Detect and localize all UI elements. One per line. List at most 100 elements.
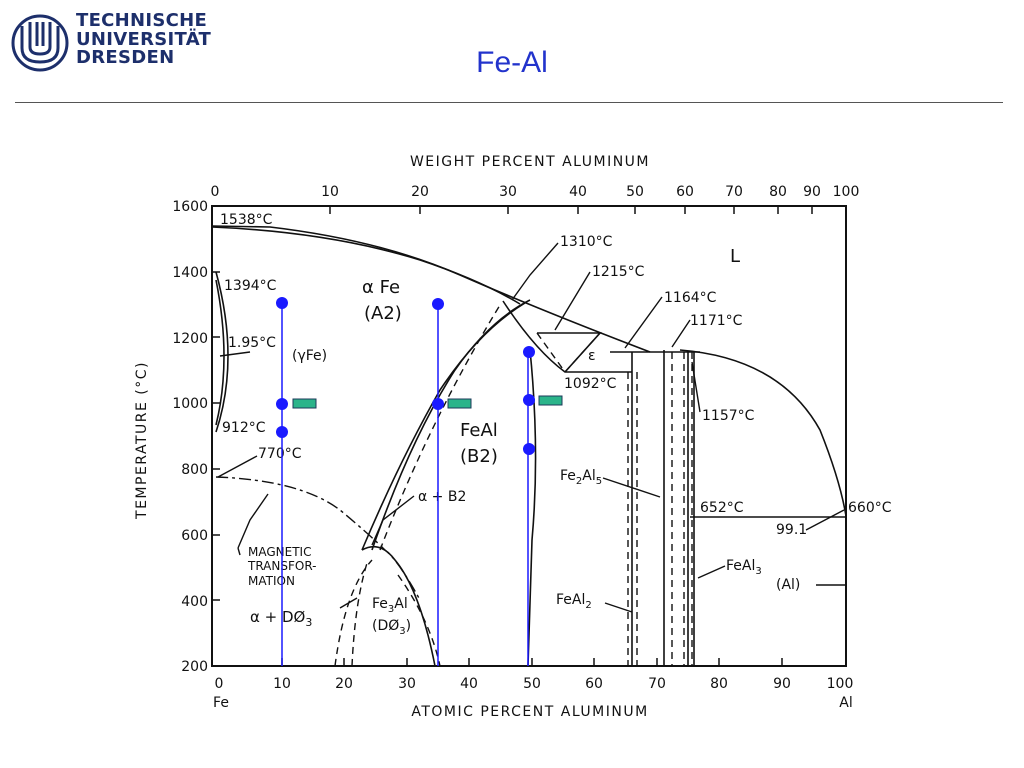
label-1164: 1164°C [664, 290, 717, 306]
leader-1164 [624, 296, 663, 349]
label-feal3: FeAl3 [726, 558, 762, 577]
top-tick-60: 60 [676, 184, 694, 200]
logo-line-3: DRESDEN [76, 47, 175, 68]
y-tick-1400: 1400 [172, 265, 208, 281]
label-652: 652°C [700, 500, 744, 516]
logo-line-2: UNIVERSITÄT [76, 28, 212, 50]
leader-1171 [671, 319, 691, 348]
al-end-label: Al [839, 695, 852, 711]
top-tick-0: 0 [211, 184, 220, 200]
bottom-axis-title: ATOMIC PERCENT ALUMINUM [411, 704, 648, 720]
diagram-labels: 1538°C 1394°C 1.95°C (γFe) 912°C 770°C 1… [220, 212, 892, 637]
dashed-alpha-b2-transition [379, 304, 501, 551]
top-tick-40: 40 [569, 184, 587, 200]
leader-1215 [554, 271, 591, 331]
b2-boundary-upper [502, 300, 600, 373]
y-tick-800: 800 [181, 462, 208, 478]
x-tick-30: 30 [398, 676, 416, 692]
label-feal2: FeAl2 [556, 592, 592, 611]
label-991: 99.1 [776, 522, 807, 538]
y-tick-600: 600 [181, 528, 208, 544]
leader-feal3 [697, 565, 726, 579]
tu-dresden-logo [10, 12, 230, 80]
marker-rect [292, 398, 317, 409]
top-tick-70: 70 [725, 184, 743, 200]
alpha-b2-boundary [361, 302, 526, 551]
liquidus-al-side [679, 349, 847, 517]
label-magnetic-1: MAGNETIC [248, 545, 311, 559]
leader-991 [805, 509, 845, 531]
marker-rect [447, 398, 472, 409]
label-alpha-fe: α Fe [362, 277, 400, 298]
dashed-epsilon [564, 332, 601, 373]
sample-point [432, 398, 444, 410]
top-tick-marks [329, 206, 813, 214]
title-divider [15, 102, 1003, 103]
label-1538: 1538°C [220, 212, 273, 228]
label-epsilon: ε [588, 348, 596, 364]
label-fe2al5: Fe2Al5 [560, 468, 602, 487]
marker-rect [538, 395, 563, 406]
label-d03: (DØ3) [372, 618, 411, 637]
leader-1157 [691, 361, 701, 413]
y-tick-marks [212, 271, 220, 601]
sample-point [276, 297, 288, 309]
y-tick-400: 400 [181, 594, 208, 610]
x-tick-60: 60 [585, 676, 603, 692]
plot-frame [211, 205, 847, 667]
solidus-curve [211, 226, 521, 305]
x-tick-0: 0 [215, 676, 224, 692]
leader-770 [217, 455, 258, 478]
sample-point [523, 346, 535, 358]
label-1215: 1215°C [592, 264, 645, 280]
label-770: 770°C [258, 446, 302, 462]
label-660: 660°C [848, 500, 892, 516]
x-tick-20: 20 [335, 676, 353, 692]
label-magnetic-3: MATION [248, 574, 295, 588]
label-195: 1.95°C [228, 335, 276, 351]
label-1394: 1394°C [224, 278, 277, 294]
y-tick-1200: 1200 [172, 331, 208, 347]
sample-point [523, 443, 535, 455]
top-tick-80: 80 [769, 184, 787, 200]
leader-gamma [219, 351, 251, 357]
leader-alpha-b2 [371, 495, 415, 546]
sample-point [523, 394, 535, 406]
top-tick-labels: 0 10 20 30 40 50 60 70 80 90 100 [211, 184, 860, 200]
label-alpha-d03: α + DØ3 [250, 608, 312, 629]
x-tick-40: 40 [460, 676, 478, 692]
x-tick-100: 100 [827, 676, 854, 692]
x-tick-10: 10 [273, 676, 291, 692]
y-tick-200: 200 [181, 659, 208, 675]
dashed-boundaries [334, 304, 693, 667]
x-tick-labels: 0 10 20 30 40 50 60 70 80 90 100 [215, 676, 854, 692]
top-tick-90: 90 [803, 184, 821, 200]
x-tick-marks [281, 658, 783, 666]
sample-point [432, 298, 444, 310]
dashed-epsilon-2 [536, 332, 566, 373]
label-912: 912°C [222, 420, 266, 436]
fe-end-label: Fe [213, 695, 229, 711]
label-liquid: L [730, 246, 740, 267]
leader-magnetic-2 [237, 547, 241, 556]
label-1157: 1157°C [702, 408, 755, 424]
top-tick-10: 10 [321, 184, 339, 200]
leader-fe2al5 [602, 477, 661, 498]
sample-annotations: α Fe (A2) FeAl (B2) [276, 277, 563, 666]
top-tick-30: 30 [499, 184, 517, 200]
x-tick-50: 50 [523, 676, 541, 692]
sample-point [276, 398, 288, 410]
logo-wordmark: TECHNISCHE UNIVERSITÄT DRESDEN [76, 10, 212, 68]
label-leaders [217, 242, 845, 613]
label-a2: (A2) [364, 303, 402, 324]
gamma-loop-inner [215, 279, 225, 426]
top-tick-50: 50 [626, 184, 644, 200]
gamma-loop-outer [215, 271, 229, 433]
x-tick-80: 80 [710, 676, 728, 692]
label-feal: FeAl [460, 420, 498, 441]
leader-1310 [511, 242, 559, 301]
top-axis-title: WEIGHT PERCENT ALUMINUM [410, 154, 650, 170]
logo-line-1: TECHNISCHE [76, 10, 208, 31]
slide-title: Fe-Al [476, 46, 548, 79]
